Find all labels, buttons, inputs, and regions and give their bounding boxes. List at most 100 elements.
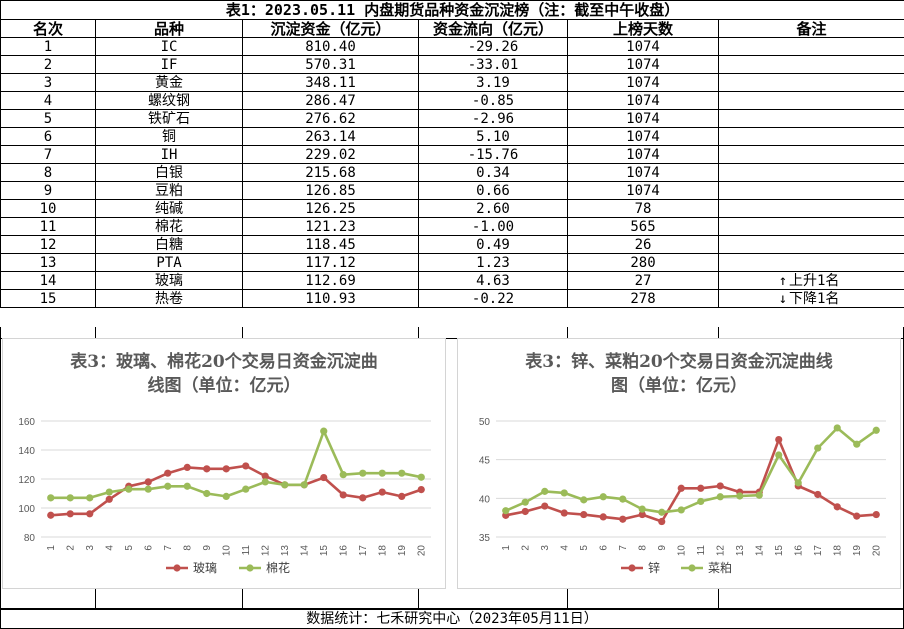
cell-name: IH [95,145,243,164]
data-point [872,426,880,434]
data-point [502,507,510,515]
data-point [164,469,172,477]
data-point [833,424,841,432]
data-point [716,493,724,501]
chart-title: 表3：玻璃、棉花20个交易日资金沉淀曲 [70,351,378,372]
data-point [755,491,763,499]
cell-name: 玻璃 [95,271,243,290]
header-note: 备注 [717,19,904,38]
cell-note: ↓ 下降1名 [717,289,904,308]
cell-days: 1074 [567,145,719,164]
cell-flow: -1.00 [418,217,568,236]
cell-flow: -15.76 [418,145,568,164]
cell-funds: 348.11 [242,73,419,92]
grid-line [95,327,96,339]
data-point [775,435,783,444]
table-row: 14 玻璃 112.69 4.63 27 ↑ 上升1名 [0,271,904,290]
grid-line [418,589,419,608]
cell-funds: 229.02 [242,145,419,164]
data-point [105,488,113,496]
x-tick-label: 5 [579,545,590,551]
data-point [521,507,529,516]
cell-flow: 0.49 [418,235,568,254]
cell-funds: 263.14 [242,127,419,146]
table-row: 5 铁矿石 276.62 -2.96 1074 [0,109,904,128]
table-row: 2 IF 570.31 -33.01 1074 [0,55,904,74]
cell-flow: -2.96 [418,109,568,128]
cell-funds: 276.62 [242,109,419,128]
cell-name: 黄金 [95,73,243,92]
note-text: 上升1名 [789,272,840,289]
legend-label: 菜粕 [708,560,732,575]
x-tick-label: 16 [338,545,349,557]
table-header-row: 名次 品种 沉淀资金（亿元） 资金流向（亿元） 上榜天数 备注 [0,19,904,38]
cell-note: ↑ 上升1名 [717,271,904,290]
data-point [775,451,783,459]
cell-name: 白银 [95,163,243,182]
cell-name: 铁矿石 [95,109,243,128]
data-point [638,505,646,513]
data-point [242,485,250,493]
table-row: 12 白糖 118.45 0.49 26 [0,235,904,254]
cell-rank: 11 [0,217,96,236]
table-row: 6 铜 263.14 5.10 1074 [0,127,904,146]
cell-flow: 0.66 [418,181,568,200]
data-point [872,510,880,519]
cell-flow: -0.85 [418,91,568,110]
grid-line [567,327,568,339]
cell-funds: 810.40 [242,37,419,56]
x-tick-label: 6 [598,545,609,551]
cell-rank: 15 [0,289,96,308]
x-tick-label: 16 [793,545,804,557]
cell-funds: 570.31 [242,55,419,74]
cell-funds: 110.93 [242,289,419,308]
data-point [222,492,230,500]
data-point [658,508,666,516]
cell-days: 27 [567,271,719,290]
x-tick-label: 3 [85,545,96,551]
data-point [359,494,367,502]
footer-source: 数据统计：七禾研究中心（2023年05月11日） [0,609,904,629]
legend-marker [688,564,696,572]
x-tick-label: 12 [715,545,726,557]
cell-note [717,91,904,110]
data-point [203,489,211,498]
legend-label: 棉花 [266,560,290,575]
data-point [853,512,861,520]
series-line [50,429,422,500]
chart-zinc-rapeseed: 表3：锌、菜粕20个交易日资金沉淀曲线 图（单位：亿元） 35 40 45 50 1 2 3 4 5… [457,338,901,589]
cell-name: 豆粕 [95,181,243,200]
x-tick-label: 18 [377,545,388,557]
x-tick-label: 13 [735,545,746,557]
cell-flow: 4.63 [418,271,568,290]
table-row: 15 热卷 110.93 -0.22 278 ↓ 下降1名 [0,289,904,308]
data-point [417,485,425,494]
cell-days: 280 [567,253,719,272]
data-point [144,485,152,493]
cell-days: 1074 [567,181,719,200]
data-point [66,494,74,502]
table-row: 7 IH 229.02 -15.76 1074 [0,145,904,164]
cell-days: 1074 [567,73,719,92]
cell-note [717,37,904,56]
cell-days: 1074 [567,37,719,56]
data-point [541,487,549,495]
data-point [183,482,191,490]
chart-title: 图（单位：亿元） [611,375,747,396]
data-point [853,440,861,448]
data-point [677,506,685,514]
data-point [677,484,685,492]
table-row: 10 纯碱 126.25 2.60 78 [0,199,904,218]
data-point [144,478,152,486]
x-tick-label: 15 [774,545,785,557]
cell-flow: 5.10 [418,127,568,146]
x-tick-label: 14 [754,545,765,557]
cell-rank: 14 [0,271,96,290]
x-tick-label: 19 [397,545,408,557]
cell-note [717,181,904,200]
data-point [105,495,113,503]
data-point [86,510,94,518]
cell-name: IF [95,55,243,74]
data-point [203,465,211,473]
x-tick-label: 4 [104,545,115,551]
